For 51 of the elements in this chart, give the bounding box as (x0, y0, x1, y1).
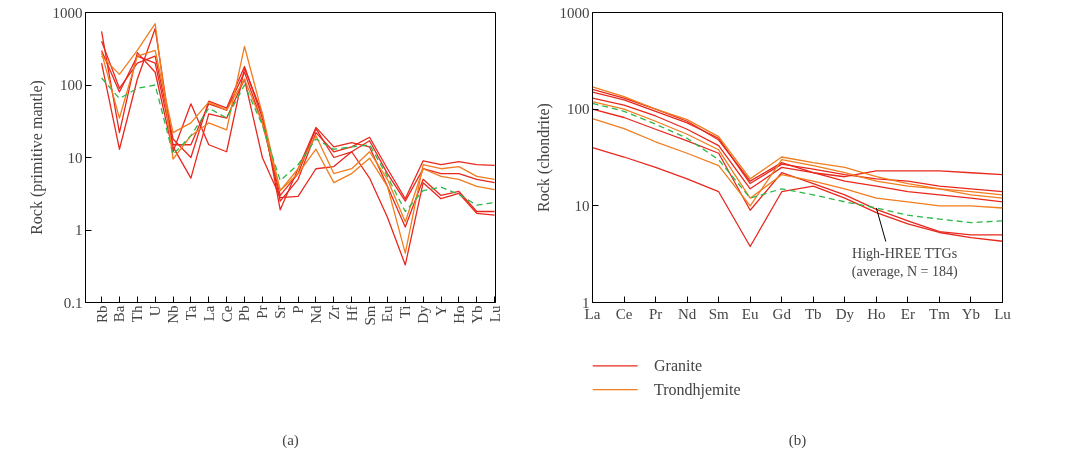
x-tick-label: Rb (93, 305, 110, 323)
x-tick-label: Er (900, 305, 915, 322)
y-tick-label: 1 (75, 222, 83, 238)
x-tick-label: Hf (343, 305, 360, 322)
x-tick-label: Yb (961, 305, 981, 322)
y-axis-title: Rock (primitive mantle) (27, 80, 46, 235)
x-tick-label: Y (433, 305, 450, 317)
text: (a) (282, 431, 299, 449)
x-tick-label: Sr (272, 305, 289, 319)
x-tick-label: Ce (615, 305, 633, 322)
x-tick-label: La (200, 305, 217, 322)
x-tick-label: Ho (867, 305, 886, 322)
x-tick-label: Pr (254, 305, 271, 319)
x-tick-label: Lu (486, 305, 503, 323)
x-tick-label: Dy (415, 305, 432, 324)
x-tick-label: Ba (111, 305, 128, 323)
legend-label: Granite (654, 357, 702, 375)
x-tick-label: U (147, 305, 164, 317)
x-tick-label: Nd (307, 305, 324, 324)
x-tick-label: Tm (929, 305, 951, 322)
x-tick-label: Pr (648, 305, 663, 322)
text: (b) (788, 431, 807, 449)
x-tick-label: Sm (708, 305, 729, 322)
x-tick-label: Ho (450, 305, 467, 324)
x-tick-label: Gd (772, 305, 792, 322)
x-tick-label: Nb (165, 305, 182, 324)
x-tick-label: Lu (994, 305, 1012, 322)
y-tick-label: 100 (567, 101, 590, 118)
x-tick-label: Eu (379, 305, 396, 323)
x-tick-label: Ti (397, 305, 414, 319)
x-tick-label: Zr (325, 305, 342, 320)
y-tick-label: 10 (574, 197, 590, 214)
x-tick-label: Eu (741, 305, 760, 322)
x-tick-label: Th (129, 305, 146, 323)
x-tick-label: Ta (182, 305, 199, 321)
y-axis-title: Rock (chondrite) (534, 103, 553, 212)
x-tick-label: Nd (677, 305, 697, 322)
y-tick-label: 10 (67, 149, 83, 166)
x-tick-label: P (290, 305, 307, 314)
y-tick-label: 1000 (559, 4, 590, 21)
x-tick-label: Yb (468, 305, 485, 324)
x-tick-label: Tb (804, 305, 822, 322)
x-tick-label: Pb (236, 305, 253, 322)
legend-label: Trondhjemite (654, 381, 741, 400)
y-tick-label: 0.1 (63, 294, 83, 311)
x-tick-label: Dy (835, 305, 855, 322)
y-tick-label: 100 (60, 77, 83, 93)
x-tick-label: Ce (218, 305, 235, 323)
annotation: High-HREE TTGs (average, N = 184) (851, 245, 958, 280)
y-tick-label: 1000 (52, 4, 83, 21)
x-tick-label: Sm (361, 305, 378, 326)
